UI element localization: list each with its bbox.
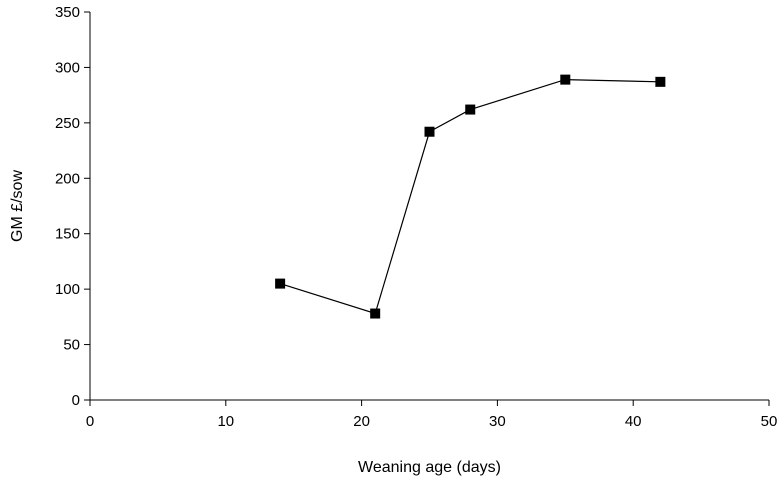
x-tick-label: 30 — [489, 413, 506, 430]
x-tick-label: 50 — [761, 413, 778, 430]
x-tick-label: 0 — [86, 413, 94, 430]
x-tick-label: 20 — [353, 413, 370, 430]
y-tick-label: 250 — [55, 115, 80, 132]
x-tick-label: 10 — [217, 413, 234, 430]
series-line — [279, 78, 661, 315]
data-point-marker — [370, 308, 381, 319]
series-group — [275, 74, 666, 319]
x-tick-label: 40 — [625, 413, 642, 430]
plot-area: 0 50 100 150 200 250 300 350 0 10 20 30 40 50 — [55, 4, 777, 430]
x-axis-title: Weaning age (days) — [358, 459, 501, 476]
y-tick-label: 350 — [55, 4, 80, 21]
y-tick-label: 50 — [63, 337, 80, 354]
y-axis-title: GM £/sow — [9, 170, 26, 242]
y-axis-ticks: 0 50 100 150 200 250 300 350 — [55, 4, 90, 409]
y-tick-label: 0 — [72, 392, 80, 409]
data-point-marker — [275, 278, 286, 289]
y-tick-label: 150 — [55, 226, 80, 243]
data-point-marker — [560, 74, 571, 85]
data-point-marker — [424, 126, 435, 137]
y-tick-label: 100 — [55, 281, 80, 298]
data-point-marker — [655, 76, 666, 87]
data-point-marker — [465, 104, 476, 115]
x-axis-ticks: 0 10 20 30 40 50 — [86, 400, 778, 430]
y-tick-label: 300 — [55, 59, 80, 76]
y-tick-label: 200 — [55, 170, 80, 187]
